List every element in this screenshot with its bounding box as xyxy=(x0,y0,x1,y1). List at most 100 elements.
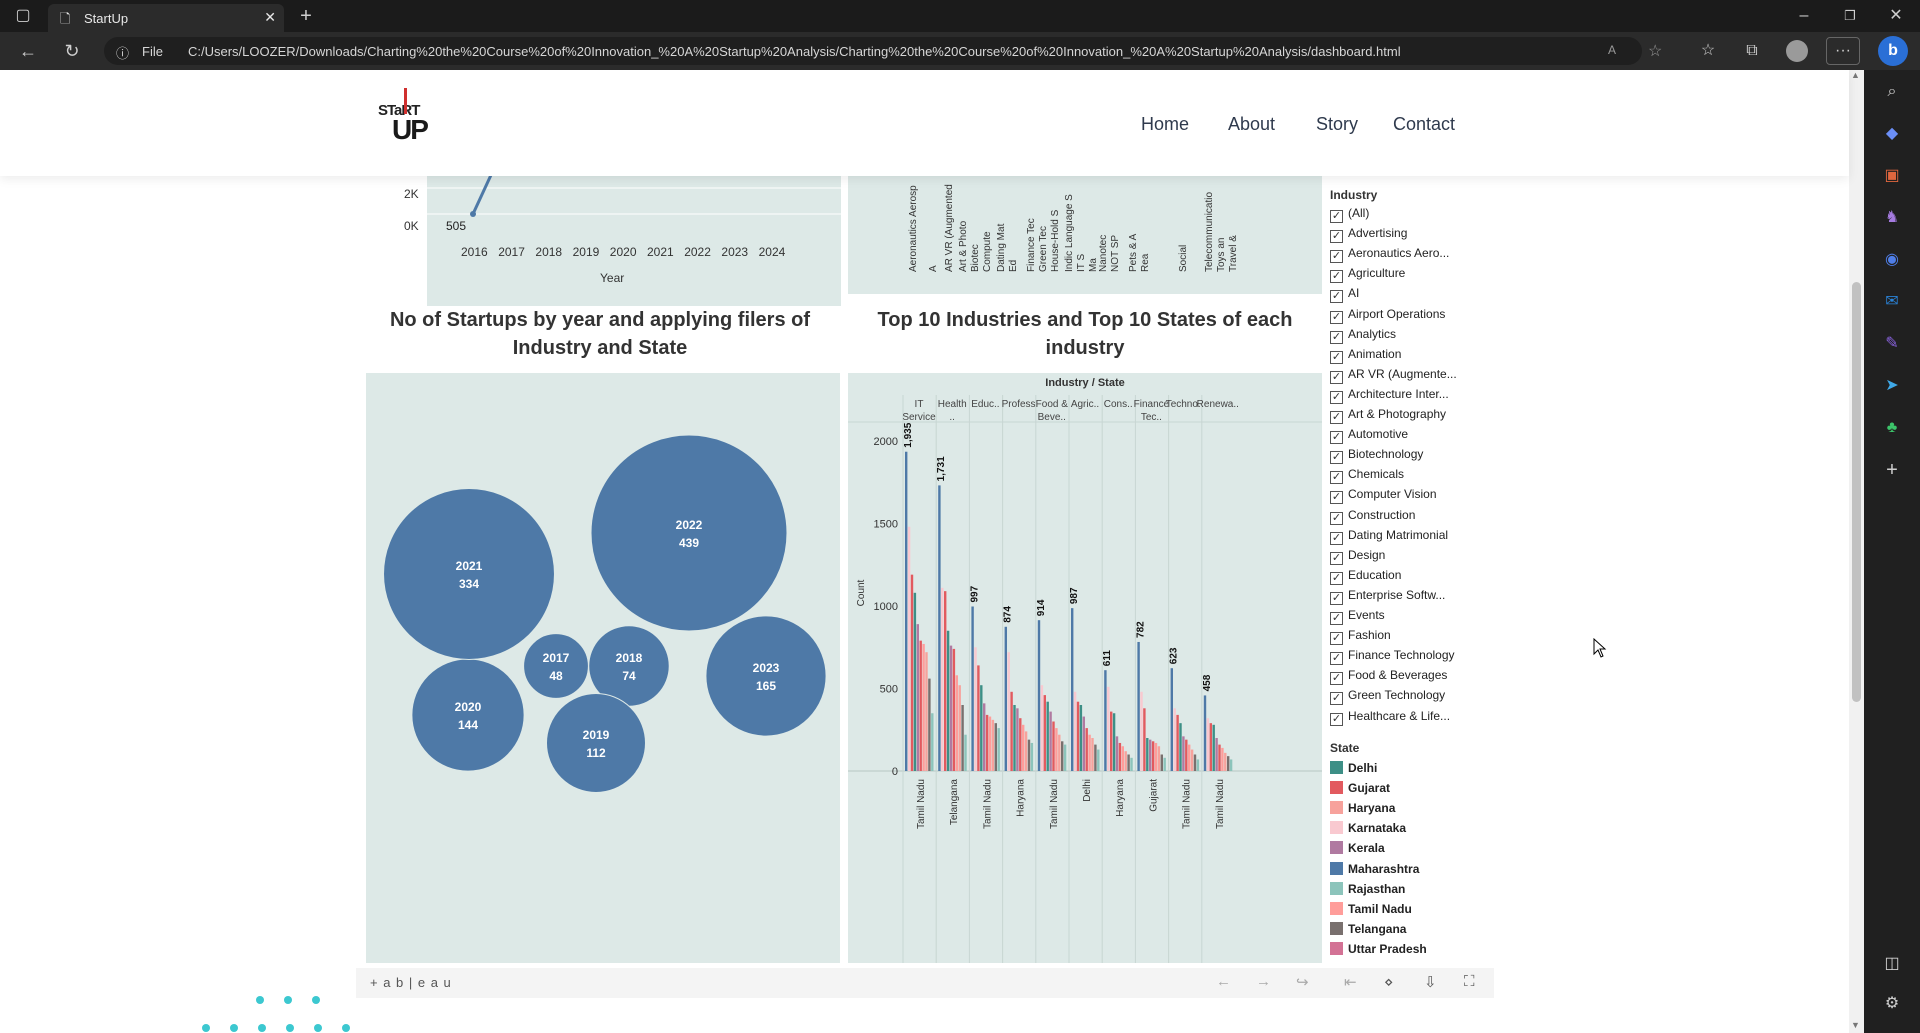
checkbox-icon[interactable]: ✓ xyxy=(1330,270,1343,284)
new-tab-icon[interactable]: + xyxy=(300,5,312,27)
checkbox-icon[interactable]: ✓ xyxy=(1330,551,1343,565)
checkbox-icon[interactable]: ✓ xyxy=(1330,571,1343,585)
industry-filter-item[interactable]: ✓ Design xyxy=(1330,545,1385,565)
bar[interactable] xyxy=(1185,739,1188,771)
industry-filter-item[interactable]: ✓ Architecture Inter... xyxy=(1330,384,1449,404)
more-icon[interactable]: ··· xyxy=(1826,37,1860,65)
bar[interactable] xyxy=(952,648,956,771)
nav-story[interactable]: Story xyxy=(1316,114,1359,134)
scroll-down-icon[interactable]: ▼ xyxy=(1851,1020,1860,1030)
bar[interactable] xyxy=(1179,723,1182,771)
bar[interactable] xyxy=(1218,744,1221,771)
state-legend-item[interactable]: Telangana xyxy=(1330,919,1406,939)
bar[interactable] xyxy=(910,574,914,771)
send-icon[interactable]: ➤ xyxy=(1885,377,1899,394)
bar[interactable] xyxy=(1137,641,1140,771)
industry-filter-item[interactable]: ✓ (All) xyxy=(1330,203,1369,223)
checkbox-icon[interactable]: ✓ xyxy=(1330,531,1343,545)
bar-chart-panel[interactable]: Industry / State 0 500 1000 1500 2000 Count IT S… xyxy=(848,373,1322,963)
bar[interactable] xyxy=(1097,749,1100,771)
bar[interactable] xyxy=(1037,620,1041,771)
checkbox-icon[interactable]: ✓ xyxy=(1330,330,1343,344)
bar[interactable] xyxy=(919,640,922,771)
bar[interactable] xyxy=(1149,739,1152,771)
bubble-2021[interactable]: 2021 334 xyxy=(383,488,555,660)
bar[interactable] xyxy=(1160,754,1163,772)
state-legend-item[interactable]: Rajasthan xyxy=(1330,879,1405,899)
bar[interactable] xyxy=(964,734,967,771)
restore-icon[interactable]: ❐ xyxy=(1844,8,1856,23)
checkbox-icon[interactable]: ✓ xyxy=(1330,390,1343,404)
bar[interactable] xyxy=(1010,691,1013,771)
share-icon[interactable]: ⋄ xyxy=(1384,974,1394,991)
industry-filter-item[interactable]: ✓ Animation xyxy=(1330,344,1401,364)
industry-filter-item[interactable]: ✓ Enterprise Softw... xyxy=(1330,585,1445,605)
bar[interactable] xyxy=(980,685,983,771)
scrollbar-thumb[interactable] xyxy=(1852,282,1861,702)
download-icon[interactable]: ⇩ xyxy=(1424,974,1437,991)
industry-filter-item[interactable]: ✓ Chemicals xyxy=(1330,464,1404,485)
bar[interactable] xyxy=(1209,723,1212,771)
bar[interactable] xyxy=(1058,734,1061,771)
state-legend-item[interactable]: Haryana xyxy=(1330,798,1395,818)
bar[interactable] xyxy=(1027,739,1031,771)
state-legend-item[interactable]: Delhi xyxy=(1330,758,1377,778)
nav-home[interactable]: Home xyxy=(1141,114,1190,134)
bar[interactable] xyxy=(983,703,986,771)
checkbox-icon[interactable]: ✓ xyxy=(1330,632,1343,646)
bubble-2018[interactable]: 2018 74 xyxy=(588,625,670,707)
bar[interactable] xyxy=(1157,746,1161,771)
industry-filter-item[interactable]: ✓ Construction xyxy=(1330,505,1415,525)
checkbox-icon[interactable]: ✓ xyxy=(1330,411,1343,424)
bar[interactable] xyxy=(1022,724,1025,771)
state-legend-item[interactable]: Kerala xyxy=(1330,838,1385,858)
bar[interactable] xyxy=(991,719,995,771)
settings-icon[interactable]: ⚙ xyxy=(1884,995,1900,1012)
bar[interactable] xyxy=(1215,738,1218,771)
close-window-icon[interactable]: ✕ xyxy=(1889,7,1903,24)
checkbox-icon[interactable]: ✓ xyxy=(1330,310,1343,324)
bar[interactable] xyxy=(905,451,908,771)
bar[interactable] xyxy=(1206,718,1210,771)
add-favorite-icon[interactable]: ☆ xyxy=(1648,43,1663,60)
industry-filter-item[interactable]: ✓ Airport Operations xyxy=(1330,304,1445,324)
bar[interactable] xyxy=(1151,741,1155,771)
data-point[interactable] xyxy=(470,211,476,217)
tools-icon[interactable]: ▣ xyxy=(1884,167,1900,184)
bar[interactable] xyxy=(938,485,941,771)
bar[interactable] xyxy=(1170,668,1173,771)
industry-filter-item[interactable]: ✓ Art & Photography xyxy=(1330,404,1446,424)
bar[interactable] xyxy=(1079,705,1083,771)
bar[interactable] xyxy=(1143,708,1146,771)
favorites-icon[interactable]: ☆ xyxy=(1700,42,1716,59)
checkbox-icon[interactable]: ✓ xyxy=(1330,591,1343,605)
bar[interactable] xyxy=(971,606,974,771)
industry-filter-item[interactable]: ✓ Green Technology xyxy=(1330,685,1445,706)
checkbox-icon[interactable]: ✓ xyxy=(1330,511,1343,525)
bar[interactable] xyxy=(1088,734,1091,771)
bar[interactable] xyxy=(1082,716,1085,771)
bar[interactable] xyxy=(1052,721,1055,772)
checkbox-icon[interactable]: ✓ xyxy=(1330,250,1343,264)
bar[interactable] xyxy=(1112,713,1116,771)
industry-filter-item[interactable]: ✓ Events xyxy=(1330,605,1385,625)
bar[interactable] xyxy=(1107,686,1110,771)
bar[interactable] xyxy=(1212,724,1215,771)
bar[interactable] xyxy=(922,643,925,771)
bar[interactable] xyxy=(1007,652,1010,771)
collections-icon[interactable]: ⧉ xyxy=(1746,42,1758,59)
bar[interactable] xyxy=(1049,711,1052,771)
bar[interactable] xyxy=(913,592,917,771)
checkbox-icon[interactable]: ✓ xyxy=(1330,672,1343,686)
bar[interactable] xyxy=(1016,708,1019,771)
bar[interactable] xyxy=(1121,746,1124,771)
shopping-icon[interactable]: ◆ xyxy=(1885,125,1899,142)
games-icon[interactable]: ♞ xyxy=(1884,209,1900,226)
checkbox-icon[interactable]: ✓ xyxy=(1330,370,1343,384)
bar[interactable] xyxy=(1073,691,1077,771)
bar[interactable] xyxy=(1196,759,1200,771)
close-tab-icon[interactable]: ✕ xyxy=(264,9,276,25)
bar[interactable] xyxy=(925,652,928,771)
bar[interactable] xyxy=(1004,626,1007,771)
industry-filter-item[interactable]: ✓ AI xyxy=(1330,283,1359,304)
